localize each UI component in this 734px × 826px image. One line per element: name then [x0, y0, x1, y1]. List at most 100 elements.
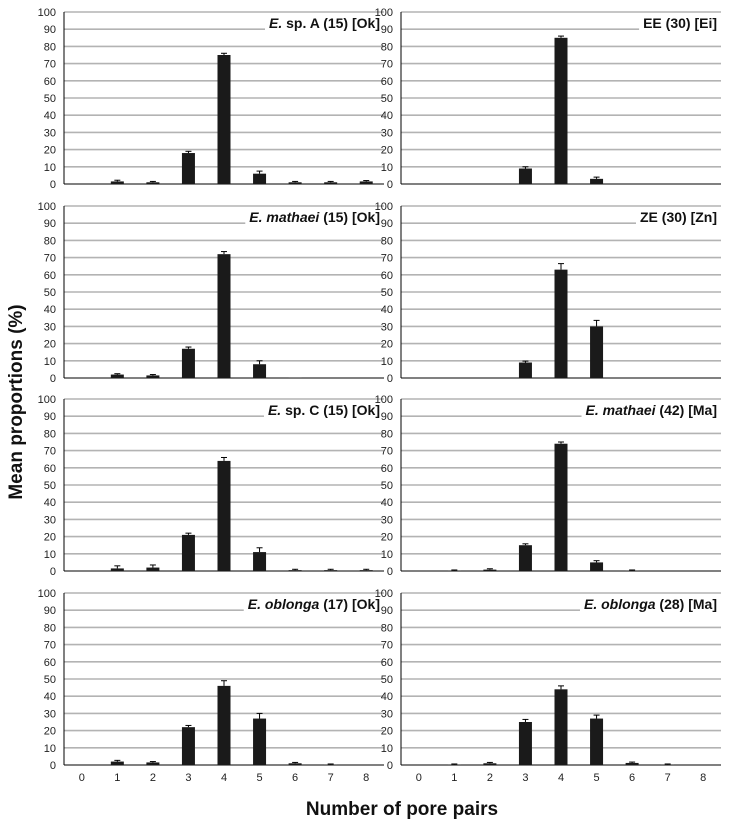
y-tick-label: 60: [44, 657, 56, 669]
y-tick-label: 100: [38, 394, 56, 406]
y-tick-label: 50: [381, 674, 393, 686]
y-tick-label: 50: [44, 287, 56, 299]
panel-title-text: sp. A (15) [Ok]: [282, 15, 380, 31]
y-tick-label: 20: [44, 339, 56, 351]
y-tick-label: 90: [381, 411, 393, 423]
y-tick-label: 70: [44, 640, 56, 652]
panel-title: E. oblonga (28) [Ma]: [584, 596, 717, 612]
bar-4: [554, 37, 568, 184]
y-tick-label: 40: [381, 304, 393, 316]
panel-title: E. oblonga (17) [Ok]: [248, 596, 380, 612]
y-tick-label: 30: [44, 708, 56, 720]
bar-5: [590, 718, 604, 765]
y-tick-label: 70: [44, 253, 56, 265]
x-tick-label: 8: [700, 772, 706, 784]
y-tick-label: 80: [44, 428, 56, 440]
y-tick-label: 60: [44, 463, 56, 475]
y-tick-label: 0: [50, 760, 56, 772]
y-tick-label: 100: [38, 588, 56, 600]
y-tick-label: 0: [50, 179, 56, 191]
bar-1: [110, 181, 124, 184]
bar-6: [288, 182, 302, 184]
y-tick-label: 20: [44, 532, 56, 544]
y-tick-label: 100: [375, 201, 393, 213]
x-tick-label: 6: [292, 772, 298, 784]
panel-title-text: (28) [Ma]: [656, 596, 717, 612]
bar-4: [554, 443, 568, 571]
panel-title-group: E. sp. C (15) [Ok]: [263, 400, 384, 420]
y-tick-label: 40: [381, 497, 393, 509]
panel-2: 0 10 20 30 40 50 60 70 80 90 100 EE (30) [Ei]: [375, 7, 721, 191]
y-tick-label: 30: [381, 708, 393, 720]
x-tick-label: 8: [363, 772, 369, 784]
y-tick-label: 100: [38, 7, 56, 19]
bar-5: [590, 562, 604, 571]
y-tick-label: 30: [381, 321, 393, 333]
bar-6: [288, 763, 302, 765]
y-tick-label: 10: [381, 356, 393, 368]
panel-6: 0 10 20 30 40 50 60 70 80 90 100 E. mathaei (42) [M…: [375, 394, 721, 578]
bar-3: [518, 362, 532, 378]
y-tick-label: 10: [44, 743, 56, 755]
panel-title-italic: E. mathaei: [249, 209, 320, 225]
bar-6: [288, 570, 302, 571]
y-tick-label: 60: [381, 270, 393, 282]
y-tick-label: 20: [381, 726, 393, 738]
panel-title-text: EE (30) [Ei]: [643, 15, 717, 31]
bar-1: [447, 570, 461, 571]
y-tick-label: 10: [381, 743, 393, 755]
y-tick-label: 90: [44, 24, 56, 36]
panel-title-group: EE (30) [Ei]: [639, 13, 721, 33]
panel-title-bg: [245, 207, 384, 227]
panel-title-italic: E. mathaei: [586, 402, 657, 418]
y-tick-label: 70: [381, 59, 393, 71]
bar-2: [146, 762, 160, 765]
x-tick-label: 5: [593, 772, 599, 784]
bar-6: [625, 762, 639, 765]
y-tick-label: 80: [44, 235, 56, 247]
panel-title-bg: [639, 13, 721, 33]
bar-5: [253, 552, 267, 571]
bar-6: [625, 570, 639, 571]
y-tick-label: 10: [44, 162, 56, 174]
y-tick-label: 70: [381, 253, 393, 265]
bar-3: [181, 348, 195, 378]
y-tick-label: 40: [44, 497, 56, 509]
y-tick-label: 80: [381, 622, 393, 634]
y-tick-label: 40: [381, 110, 393, 122]
bar-2: [146, 182, 160, 184]
y-tick-label: 90: [44, 218, 56, 230]
y-tick-label: 90: [44, 605, 56, 617]
panel-title: EE (30) [Ei]: [643, 15, 717, 31]
y-tick-label: 70: [381, 640, 393, 652]
y-tick-label: 30: [44, 127, 56, 139]
panel-title-bg: [263, 400, 384, 420]
bar-3: [181, 727, 195, 765]
x-tick-label: 2: [150, 772, 156, 784]
x-tick-label: 3: [185, 772, 191, 784]
panel-title-bg: [636, 207, 721, 227]
y-tick-label: 10: [44, 356, 56, 368]
y-tick-label: 20: [381, 532, 393, 544]
panel-title-bg: [243, 594, 384, 614]
y-tick-label: 20: [381, 339, 393, 351]
y-tick-label: 100: [375, 394, 393, 406]
bar-5: [590, 178, 604, 184]
panel-title-text: sp. C (15) [Ok]: [281, 402, 380, 418]
panel-title-italic: E.: [268, 402, 281, 418]
y-tick-label: 20: [44, 726, 56, 738]
bar-8: [359, 181, 373, 184]
y-tick-label: 0: [50, 566, 56, 578]
panel-title-bg: [579, 594, 721, 614]
y-tick-label: 30: [44, 321, 56, 333]
panel-title-group: E. oblonga (28) [Ma]: [579, 594, 721, 614]
y-tick-label: 80: [381, 235, 393, 247]
y-tick-label: 90: [381, 218, 393, 230]
bar-4: [217, 254, 231, 378]
bar-1: [110, 374, 124, 378]
panel-title: ZE (30) [Zn]: [640, 209, 717, 225]
y-tick-label: 70: [44, 446, 56, 458]
panel-title-italic: E.: [269, 15, 282, 31]
